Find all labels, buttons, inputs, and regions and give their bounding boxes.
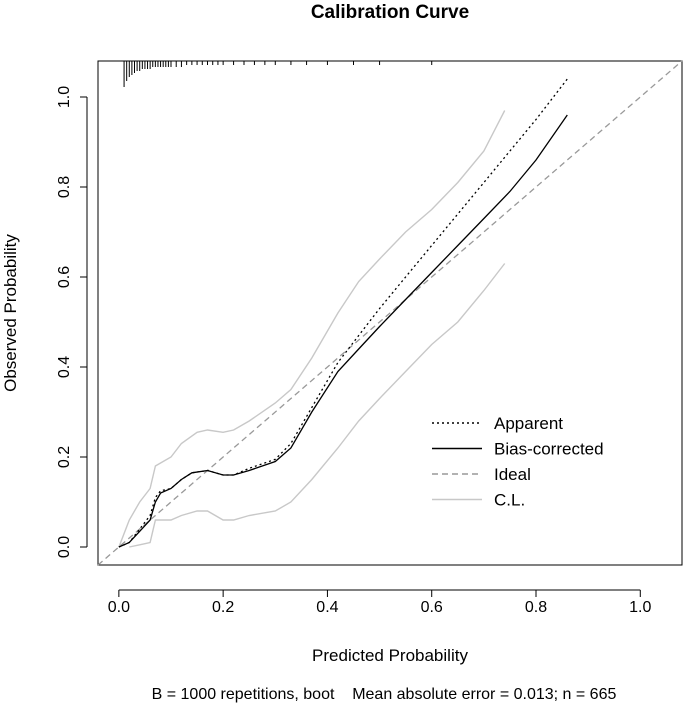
legend-label: C.L.	[494, 491, 525, 510]
y-axis: 0.0 0.2 0.4 0.6 0.8 1.0	[56, 86, 88, 558]
y-tick-label: 1.0	[56, 86, 73, 108]
x-tick-label: 0.4	[316, 599, 338, 616]
rug-plot	[123, 61, 433, 87]
legend-label: Apparent	[494, 414, 563, 433]
plot-frame	[97, 60, 683, 566]
confidence-limit-line	[118, 110, 506, 548]
x-tick-label: 1.0	[629, 599, 651, 616]
x-axis: 0.0 0.2 0.4 0.6 0.8 1.0	[108, 589, 652, 616]
calibration-curves-layer	[118, 78, 568, 548]
apparent-line	[118, 78, 568, 548]
confidence-limit-line	[129, 263, 506, 548]
y-tick-label: 0.0	[56, 536, 73, 558]
confidence-limits-layer	[118, 110, 506, 548]
legend: Apparent Bias-corrected Ideal C.L.	[432, 414, 604, 510]
chart-subtitle: B = 1000 repetitions, boot Mean absolute…	[152, 686, 617, 703]
y-tick-label: 0.4	[56, 356, 73, 378]
ideal-line	[97, 60, 683, 566]
bias-corrected-line	[118, 114, 568, 548]
ideal-line-layer	[97, 60, 683, 566]
y-tick-label: 0.6	[56, 266, 73, 288]
x-tick-label: 0.2	[212, 599, 234, 616]
x-axis-label: Predicted Probability	[312, 646, 468, 665]
y-axis-label: Observed Probability	[1, 234, 20, 392]
y-tick-label: 0.8	[56, 176, 73, 198]
x-tick-label: 0.6	[421, 599, 443, 616]
legend-label: Ideal	[494, 465, 531, 484]
x-tick-label: 0.0	[108, 599, 130, 616]
chart-title: Calibration Curve	[311, 2, 469, 23]
legend-label: Bias-corrected	[494, 440, 604, 459]
y-tick-label: 0.2	[56, 446, 73, 468]
x-tick-label: 0.8	[525, 599, 547, 616]
